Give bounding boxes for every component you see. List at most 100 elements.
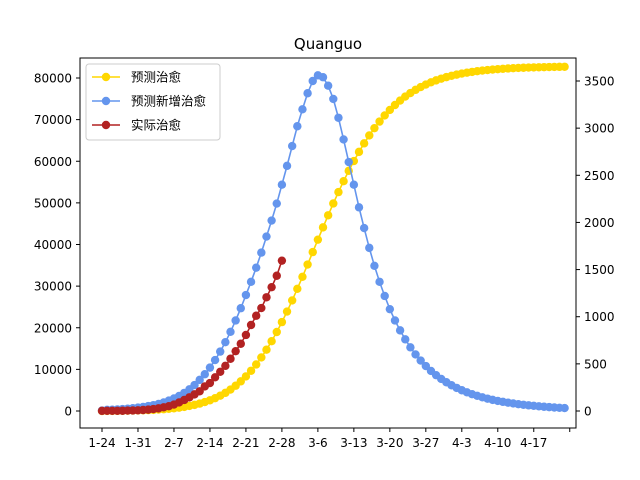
data-point: [205, 378, 215, 388]
data-point: [390, 316, 400, 325]
data-point: [267, 282, 276, 292]
data-point: [339, 135, 348, 144]
data-point: [329, 94, 338, 104]
data-point: [195, 375, 204, 385]
data-point: [329, 199, 338, 208]
data-point: [241, 290, 251, 300]
legend-marker: [101, 96, 111, 106]
data-point: [349, 180, 359, 189]
y-right-tick-label: 3000: [584, 122, 615, 136]
data-point: [282, 161, 292, 171]
data-point: [380, 111, 389, 120]
data-point: [262, 232, 271, 241]
data-point: [308, 76, 317, 86]
data-point: [323, 81, 333, 90]
data-point: [287, 296, 297, 305]
x-tick-label: 3-20: [376, 436, 403, 450]
data-point: [252, 311, 261, 320]
data-point: [267, 216, 276, 225]
y-right-tick-label: 500: [584, 357, 607, 371]
data-point: [385, 304, 395, 314]
data-point: [303, 89, 312, 98]
legend-marker: [101, 72, 111, 82]
y-left-tick-label: 70000: [34, 113, 72, 127]
data-point: [277, 256, 287, 265]
legend-label: 预测新增治愈: [131, 94, 207, 109]
y-right-tick-label: 1000: [584, 310, 615, 324]
data-point: [231, 316, 240, 325]
data-point: [287, 141, 297, 151]
chart-title: Quanguo: [294, 35, 362, 53]
data-point: [365, 243, 374, 253]
data-point: [272, 327, 281, 337]
data-point: [344, 157, 353, 167]
data-point: [560, 403, 569, 413]
data-point: [354, 203, 364, 212]
axes-layer: 1-24 1-31 2-7 2-14 2-21 2-28 3-6 3-13 3-20 3-27 4-…: [34, 72, 615, 451]
data-point: [210, 355, 220, 365]
series-2: [97, 256, 287, 416]
y-left-tick-label: 20000: [34, 321, 72, 335]
data-point: [226, 354, 235, 363]
data-point: [216, 367, 225, 376]
data-point: [205, 363, 215, 372]
data-point: [246, 277, 256, 287]
data-point: [272, 271, 281, 280]
y-left-tick-label: 0: [64, 405, 72, 419]
y-left-tick-label: 50000: [34, 196, 72, 210]
x-tick-label: 2-7: [164, 436, 184, 450]
data-point: [293, 122, 302, 131]
data-point: [334, 187, 343, 197]
data-point: [395, 326, 405, 335]
data-point: [241, 330, 251, 340]
data-point: [190, 380, 199, 390]
x-tick-label: 3-6: [308, 436, 328, 450]
y-left-tick-label: 80000: [34, 72, 72, 86]
legend-label: 实际治愈: [131, 118, 182, 133]
data-point: [231, 346, 240, 356]
data-point: [210, 373, 220, 382]
data-point: [560, 62, 569, 71]
plot-marks: [97, 62, 569, 416]
data-point: [277, 180, 287, 189]
data-point: [277, 317, 287, 327]
data-point: [293, 284, 302, 293]
x-tick-label: 4-10: [484, 436, 511, 450]
data-point: [375, 277, 384, 287]
data-point: [401, 335, 410, 344]
data-point: [298, 105, 307, 114]
series-layer: [97, 62, 569, 416]
data-point: [318, 223, 328, 232]
data-point: [257, 303, 266, 313]
y-right-tick-label: 3500: [584, 75, 615, 89]
data-point: [252, 263, 261, 272]
data-point: [375, 117, 384, 126]
data-point: [313, 235, 323, 244]
data-point: [411, 350, 420, 359]
x-tick-label: 4-3: [452, 436, 472, 450]
x-tick-label: 3-13: [340, 436, 367, 450]
data-point: [262, 293, 271, 302]
data-point: [200, 370, 209, 379]
y-right-tick-label: 1500: [584, 263, 615, 277]
y-right-tick-label: 2000: [584, 216, 615, 230]
x-tick-label: 1-31: [124, 436, 151, 450]
x-tick-label: 2-21: [232, 436, 259, 450]
data-point: [226, 327, 235, 336]
data-point: [354, 147, 364, 157]
data-point: [416, 356, 425, 365]
x-tick-label: 1-24: [88, 436, 115, 450]
x-tick-label: 2-14: [196, 436, 223, 450]
data-point: [267, 337, 276, 346]
data-point: [406, 343, 415, 352]
plot-area: [79, 57, 577, 429]
data-point: [339, 176, 348, 186]
y-left-tick-label: 40000: [34, 238, 72, 252]
data-point: [370, 261, 379, 270]
data-point: [241, 372, 251, 381]
y-left-tick-label: 60000: [34, 155, 72, 169]
y-right-tick-label: 0: [584, 405, 592, 419]
data-point: [282, 307, 292, 316]
